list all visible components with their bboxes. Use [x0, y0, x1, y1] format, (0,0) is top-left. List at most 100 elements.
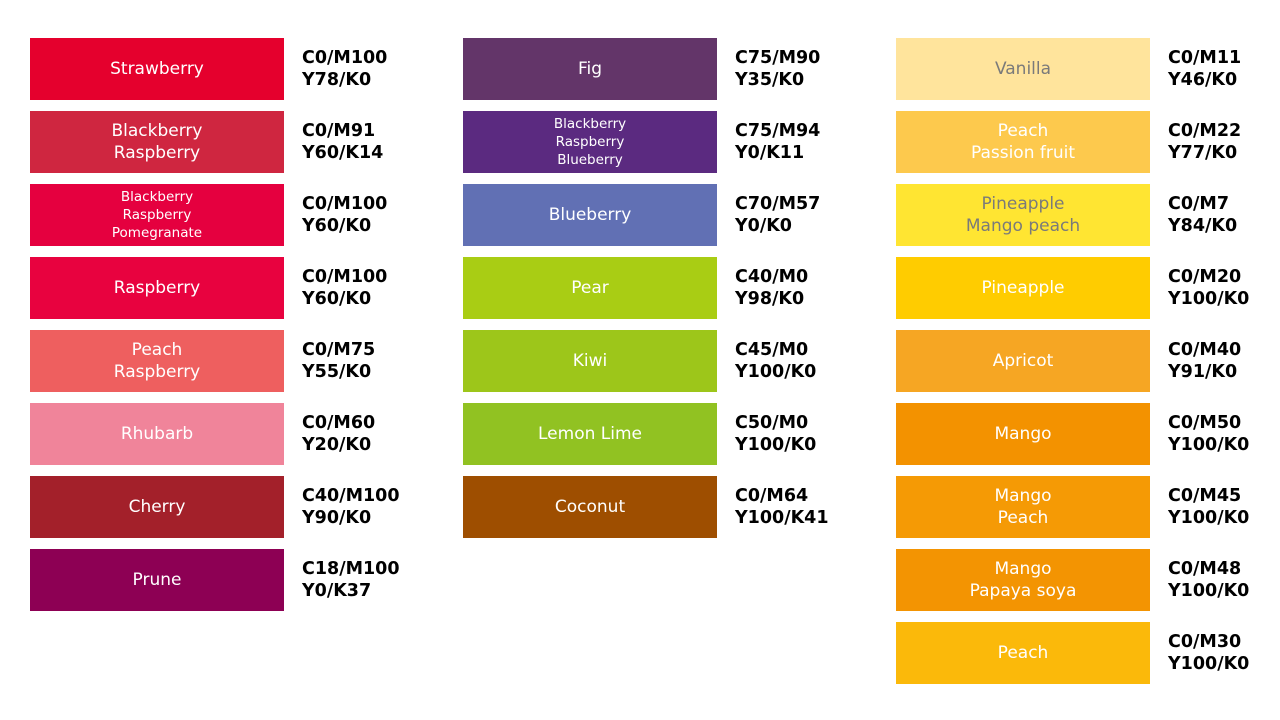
color-swatch: Mango Papaya soya: [896, 549, 1150, 611]
cmyk-code: C0/M60 Y20/K0: [302, 412, 375, 456]
swatch-label: Raspberry: [113, 278, 201, 298]
swatch-label: Pomegranate: [111, 225, 203, 241]
swatch-row: Coconut C0/M64 Y100/K41: [463, 476, 863, 538]
swatch-row: Rhubarb C0/M60 Y20/K0: [30, 403, 430, 465]
cmyk-code: C75/M90 Y35/K0: [735, 47, 820, 91]
color-swatch: Blueberry: [463, 184, 717, 246]
cmyk-code: C0/M30 Y100/K0: [1168, 631, 1249, 675]
cmyk-code-line: C0/M75: [302, 340, 376, 360]
cmyk-code-line: Y0/K0: [735, 216, 792, 236]
color-swatch: Rhubarb: [30, 403, 284, 465]
swatch-label: Mango: [994, 486, 1052, 506]
cmyk-code-line: Y100/K0: [1168, 581, 1250, 601]
swatch-row: Mango Peach C0/M45 Y100/K0: [896, 476, 1280, 538]
swatch-label: Peach: [131, 340, 183, 360]
swatch-label: Mango: [994, 559, 1052, 579]
swatch-label: Blueberry: [557, 152, 623, 168]
swatch-row: Blackberry Raspberry Blueberry C75/M94 Y0/K1…: [463, 111, 863, 173]
cmyk-code-line: C0/M100: [302, 267, 388, 287]
color-swatch: Mango: [896, 403, 1150, 465]
cmyk-code-line: C75/M94: [735, 121, 821, 141]
swatch-label: Kiwi: [572, 351, 608, 371]
swatch-label: Raspberry: [555, 134, 625, 150]
cmyk-code-line: C40/M100: [302, 486, 400, 506]
color-swatch: Apricot: [896, 330, 1150, 392]
swatch-row: Pineapple C0/M20 Y100/K0: [896, 257, 1280, 319]
cmyk-code-line: Y0/K11: [735, 143, 805, 163]
cmyk-code-line: C18/M100: [302, 559, 400, 579]
swatch-label: Vanilla: [994, 59, 1052, 79]
swatch-row: Mango Papaya soya C0/M48 Y100/K0: [896, 549, 1280, 611]
swatch-row: Fig C75/M90 Y35/K0: [463, 38, 863, 100]
swatch-label: Raspberry: [113, 362, 201, 382]
cmyk-code: C70/M57 Y0/K0: [735, 193, 820, 237]
cmyk-code: C0/M64 Y100/K41: [735, 485, 829, 529]
cmyk-code: C0/M7 Y84/K0: [1168, 193, 1237, 237]
swatch-label: Mango peach: [965, 216, 1081, 236]
cmyk-code-line: Y100/K0: [1168, 508, 1250, 528]
color-swatch: Peach Raspberry: [30, 330, 284, 392]
cmyk-code-line: Y60/K14: [302, 143, 384, 163]
swatch-label: Peach: [997, 508, 1049, 528]
cmyk-code-line: C0/M22: [1168, 121, 1242, 141]
cmyk-code: C0/M100 Y60/K0: [302, 193, 387, 237]
cmyk-code: C45/M0 Y100/K0: [735, 339, 816, 383]
swatch-row: Cherry C40/M100 Y90/K0: [30, 476, 430, 538]
swatch-label: Blackberry: [553, 116, 627, 132]
swatch-row: Apricot C0/M40 Y91/K0: [896, 330, 1280, 392]
swatch-row: Pineapple Mango peach C0/M7 Y84/K0: [896, 184, 1280, 246]
color-swatch: Mango Peach: [896, 476, 1150, 538]
swatch-column: Strawberry C0/M100 Y78/K0 Blackberry Raspber…: [30, 38, 430, 622]
cmyk-code-line: Y0/K37: [302, 581, 372, 601]
cmyk-code-line: Y60/K0: [302, 216, 372, 236]
swatch-label: Blackberry: [120, 189, 194, 205]
swatch-label: Pineapple: [981, 194, 1065, 214]
swatch-label: Apricot: [992, 351, 1054, 371]
swatch-label: Papaya soya: [969, 581, 1077, 601]
cmyk-code-line: C0/M91: [302, 121, 376, 141]
swatch-row: Prune C18/M100 Y0/K37: [30, 549, 430, 611]
color-swatch: Coconut: [463, 476, 717, 538]
swatch-row: Kiwi C45/M0 Y100/K0: [463, 330, 863, 392]
color-swatch: Kiwi: [463, 330, 717, 392]
swatch-label: Cherry: [128, 497, 186, 517]
cmyk-code-line: Y55/K0: [302, 362, 372, 382]
cmyk-code-line: Y78/K0: [302, 70, 372, 90]
swatch-row: Blackberry Raspberry Pomegranate C0/M100 Y60…: [30, 184, 430, 246]
cmyk-code: C0/M22 Y77/K0: [1168, 120, 1241, 164]
cmyk-code-line: Y90/K0: [302, 508, 372, 528]
color-swatch: Cherry: [30, 476, 284, 538]
swatch-label: Passion fruit: [970, 143, 1076, 163]
color-swatch: Pineapple: [896, 257, 1150, 319]
swatch-row: Blueberry C70/M57 Y0/K0: [463, 184, 863, 246]
color-swatch: Blackberry Raspberry: [30, 111, 284, 173]
cmyk-code-line: Y100/K0: [1168, 289, 1250, 309]
cmyk-code-line: C0/M40: [1168, 340, 1242, 360]
swatch-column: Fig C75/M90 Y35/K0 Blackberry Raspberry Blueb…: [463, 38, 863, 549]
cmyk-code: C50/M0 Y100/K0: [735, 412, 816, 456]
cmyk-code: C0/M50 Y100/K0: [1168, 412, 1249, 456]
color-swatch: Vanilla: [896, 38, 1150, 100]
swatch-column: Vanilla C0/M11 Y46/K0 Peach Passion fruit C0/…: [896, 38, 1280, 695]
swatch-label: Pineapple: [981, 278, 1065, 298]
swatch-label: Fig: [577, 59, 603, 79]
cmyk-code: C0/M91 Y60/K14: [302, 120, 383, 164]
cmyk-code-line: C75/M90: [735, 48, 821, 68]
swatch-row: Blackberry Raspberry C0/M91 Y60/K14: [30, 111, 430, 173]
cmyk-code-line: C0/M7: [1168, 194, 1230, 214]
cmyk-code: C0/M45 Y100/K0: [1168, 485, 1249, 529]
color-swatch: Prune: [30, 549, 284, 611]
cmyk-code-line: Y91/K0: [1168, 362, 1238, 382]
swatch-label: Lemon Lime: [538, 424, 642, 444]
cmyk-code-line: C0/M100: [302, 194, 388, 214]
color-swatch: Raspberry: [30, 257, 284, 319]
cmyk-code-line: Y20/K0: [302, 435, 372, 455]
swatch-row: Peach Passion fruit C0/M22 Y77/K0: [896, 111, 1280, 173]
swatch-row: Mango C0/M50 Y100/K0: [896, 403, 1280, 465]
cmyk-code: C40/M100 Y90/K0: [302, 485, 400, 529]
cmyk-code-line: Y100/K0: [735, 362, 817, 382]
cmyk-code-line: C40/M0: [735, 267, 809, 287]
swatch-label: Pear: [571, 278, 609, 298]
cmyk-code: C0/M40 Y91/K0: [1168, 339, 1241, 383]
cmyk-code-line: C45/M0: [735, 340, 809, 360]
